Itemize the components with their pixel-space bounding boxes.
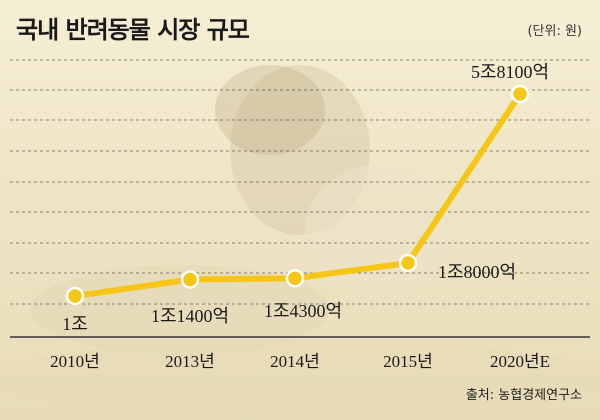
x-axis-ticks: 2010년 2013년 2014년 2015년 2020년E — [50, 352, 550, 371]
data-point — [65, 286, 85, 306]
data-label: 1조 — [62, 314, 88, 334]
data-point — [285, 269, 305, 288]
data-point — [510, 84, 530, 104]
x-tick-label: 2020년E — [490, 352, 550, 371]
x-tick-label: 2014년 — [270, 352, 320, 371]
chart-title: 국내 반려동물 시장 규모 — [16, 16, 250, 44]
data-label: 1조1400억 — [151, 306, 229, 326]
data-points — [65, 84, 530, 306]
data-point — [180, 270, 200, 289]
data-label: 5조8100억 — [471, 62, 549, 82]
x-tick-label: 2013년 — [165, 352, 215, 371]
x-tick-label: 2010년 — [50, 352, 100, 371]
x-tick-label: 2015년 — [383, 352, 433, 371]
source-note: 출처: 농협경제연구소 — [465, 388, 582, 403]
data-point — [398, 253, 418, 273]
unit-label: (단위: 원) — [527, 24, 582, 39]
data-label: 1조8000억 — [438, 262, 516, 282]
data-labels: 1조 1조1400억 1조4300억 1조8000억 5조8100억 — [62, 62, 549, 334]
data-label: 1조4300억 — [264, 301, 342, 321]
